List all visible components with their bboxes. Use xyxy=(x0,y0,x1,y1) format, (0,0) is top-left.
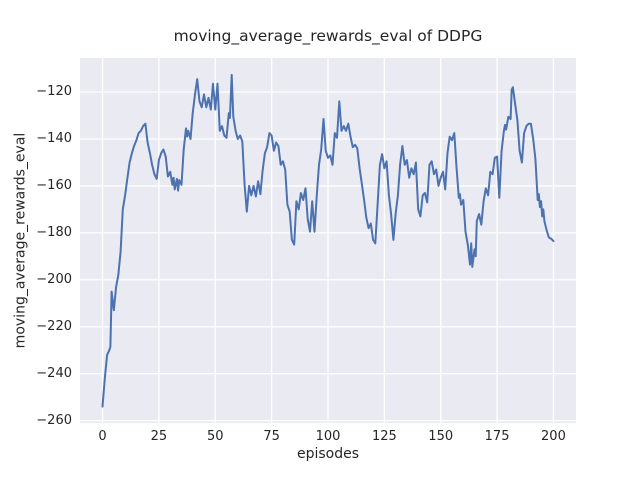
y-tick-label: −140 xyxy=(36,130,72,146)
x-tick-label: 0 xyxy=(98,429,107,444)
line-chart xyxy=(80,58,576,423)
y-tick-label: −240 xyxy=(36,365,72,381)
x-axis-label: episodes xyxy=(296,446,360,462)
series-line xyxy=(101,73,555,408)
x-tick-label: 175 xyxy=(484,429,510,444)
x-tick-label: 100 xyxy=(315,429,341,444)
x-tick-label: 200 xyxy=(541,429,566,444)
x-tick-label: 50 xyxy=(206,429,224,444)
y-tick-label: −120 xyxy=(36,84,72,100)
y-tick-label: −220 xyxy=(36,318,72,334)
plot-area xyxy=(80,58,576,423)
chart-title: moving_average_rewards_eval of DDPG xyxy=(173,27,483,45)
y-tick-label: −200 xyxy=(36,271,72,287)
x-tick-label: 75 xyxy=(263,429,280,444)
x-tick-label: 150 xyxy=(428,429,454,444)
y-tick-label: −260 xyxy=(36,412,72,428)
x-tick-label: 25 xyxy=(150,429,168,444)
y-tick-label: −160 xyxy=(36,177,72,193)
x-tick-label: 125 xyxy=(371,429,397,444)
y-tick-label: −180 xyxy=(36,224,72,240)
